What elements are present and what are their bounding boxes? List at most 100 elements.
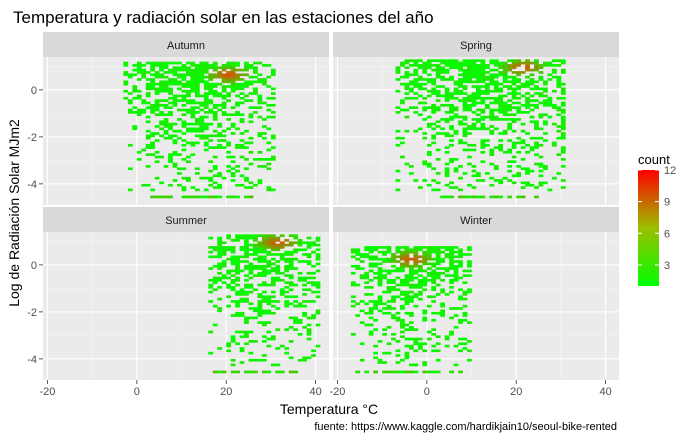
heatmap-cell bbox=[507, 59, 513, 62]
heatmap-cell bbox=[462, 281, 468, 284]
heatmap-cell bbox=[244, 318, 249, 322]
heatmap-cell bbox=[212, 111, 218, 114]
heatmap-cell bbox=[221, 103, 227, 107]
heatmap-cell bbox=[458, 64, 463, 67]
heatmap-cell bbox=[226, 75, 231, 79]
heatmap-cell bbox=[181, 143, 187, 147]
heatmap-cell bbox=[413, 363, 419, 367]
heatmap-cell bbox=[556, 129, 562, 133]
heatmap-cell bbox=[266, 309, 272, 313]
heatmap-cell bbox=[489, 108, 495, 112]
heatmap-cell bbox=[560, 125, 566, 128]
heatmap-cell bbox=[199, 108, 205, 112]
heatmap-cell bbox=[306, 323, 312, 327]
heatmap-cell bbox=[408, 295, 414, 299]
heatmap-cell bbox=[489, 162, 495, 166]
heatmap-cell bbox=[529, 169, 535, 173]
heatmap-cell bbox=[311, 300, 316, 303]
heatmap-cell bbox=[172, 153, 178, 156]
heatmap-cell bbox=[525, 111, 530, 114]
heatmap-cell bbox=[534, 162, 539, 166]
heatmap-cell bbox=[538, 165, 544, 168]
heatmap-cell bbox=[297, 243, 303, 247]
heatmap-cell bbox=[257, 94, 263, 98]
heatmap-cell bbox=[467, 155, 472, 159]
heatmap-cell bbox=[395, 71, 401, 74]
heatmap-cell bbox=[244, 68, 249, 72]
heatmap-cell bbox=[391, 260, 396, 263]
heatmap-cell bbox=[239, 143, 245, 147]
heatmap-cell bbox=[253, 68, 258, 72]
heatmap-cell bbox=[462, 122, 468, 126]
heatmap-cell bbox=[270, 73, 276, 77]
heatmap-cell bbox=[543, 122, 548, 126]
heatmap-cell bbox=[172, 94, 178, 98]
heatmap-cell bbox=[168, 68, 173, 72]
heatmap-cell bbox=[350, 250, 356, 254]
heatmap-cell bbox=[145, 183, 151, 187]
heatmap-cell bbox=[404, 257, 410, 261]
heatmap-cell bbox=[377, 267, 383, 270]
heatmap-cell bbox=[480, 92, 486, 95]
heatmap-cell bbox=[386, 260, 392, 263]
heatmap-cell bbox=[435, 255, 441, 259]
heatmap-cell bbox=[462, 132, 468, 135]
heatmap-cell bbox=[194, 195, 200, 199]
heatmap-cell bbox=[266, 271, 272, 275]
heatmap-cell bbox=[168, 134, 173, 138]
heatmap-cell bbox=[199, 71, 205, 74]
heatmap-cell bbox=[172, 165, 178, 168]
heatmap-cell bbox=[212, 323, 218, 327]
heatmap-cell bbox=[489, 195, 495, 199]
heatmap-cell bbox=[270, 278, 276, 282]
heatmap-cell bbox=[177, 66, 182, 70]
heatmap-cell bbox=[538, 101, 544, 105]
heatmap-cell bbox=[534, 141, 539, 145]
heatmap-cell bbox=[422, 361, 428, 364]
heatmap-cell bbox=[239, 260, 245, 263]
heatmap-cell bbox=[163, 132, 169, 135]
heatmap-cell bbox=[471, 186, 477, 189]
heatmap-cell bbox=[154, 101, 160, 105]
heatmap-cell bbox=[484, 78, 490, 81]
heatmap-cell bbox=[476, 87, 481, 91]
heatmap-cell bbox=[199, 94, 205, 98]
heatmap-cell bbox=[150, 134, 156, 138]
heatmap-cell bbox=[186, 108, 191, 112]
heatmap-cell bbox=[226, 71, 231, 74]
heatmap-cell bbox=[266, 295, 272, 299]
heatmap-cell bbox=[221, 253, 227, 256]
heatmap-cell bbox=[498, 101, 504, 105]
heatmap-cell bbox=[221, 85, 227, 88]
heatmap-cell bbox=[230, 281, 236, 284]
heatmap-cell bbox=[266, 300, 272, 303]
heatmap-cell bbox=[395, 248, 401, 252]
heatmap-cell bbox=[270, 115, 276, 119]
heatmap-cell bbox=[199, 120, 205, 124]
heatmap-cell bbox=[368, 255, 374, 259]
heatmap-cell bbox=[395, 260, 401, 263]
heatmap-cell bbox=[534, 59, 539, 62]
heatmap-cell bbox=[248, 271, 254, 275]
heatmap-cell bbox=[212, 288, 218, 292]
heatmap-cell bbox=[248, 115, 254, 119]
heatmap-cell bbox=[284, 300, 290, 303]
heatmap-cell bbox=[279, 344, 285, 348]
heatmap-cell bbox=[538, 75, 544, 79]
heatmap-cell bbox=[476, 174, 481, 178]
heatmap-cell bbox=[435, 158, 441, 161]
heatmap-cell bbox=[511, 181, 517, 185]
heatmap-cell bbox=[476, 66, 481, 70]
heatmap-cell bbox=[181, 108, 187, 112]
heatmap-cell bbox=[297, 318, 303, 322]
heatmap-cell bbox=[368, 278, 374, 282]
heatmap-cell bbox=[248, 302, 254, 306]
heatmap-cell bbox=[444, 246, 450, 249]
heatmap-cell bbox=[435, 271, 441, 275]
heatmap-cell bbox=[244, 330, 249, 334]
heatmap-cell bbox=[520, 122, 526, 126]
heatmap-cell bbox=[190, 61, 196, 65]
heatmap-cell bbox=[253, 250, 258, 254]
heatmap-cell bbox=[132, 68, 138, 72]
